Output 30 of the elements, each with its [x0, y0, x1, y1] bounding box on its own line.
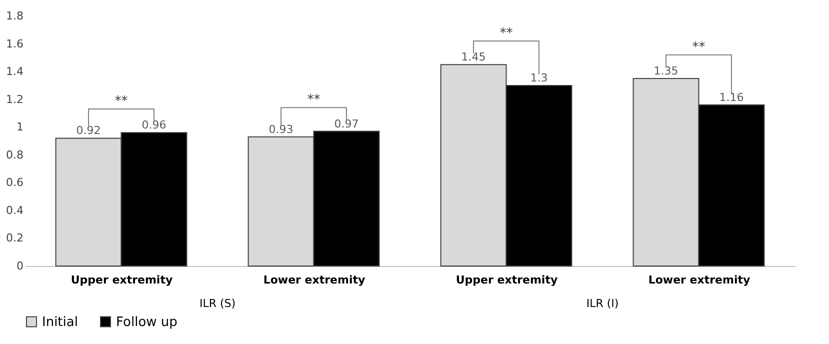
annotation: **: [307, 92, 321, 108]
data-label: 0.93: [268, 122, 294, 136]
x-tick-label: Lower extremity: [263, 274, 366, 286]
y-tick-label: 1.4: [6, 65, 24, 78]
x-tick-label: Upper extremity: [456, 274, 558, 286]
y-tick-label: 0.8: [6, 148, 24, 162]
y-tick-label: 0.4: [6, 204, 24, 217]
y-tick-label: 1.8: [6, 10, 24, 22]
annotation: **: [500, 26, 514, 41]
data-label: 0.97: [334, 117, 359, 130]
annotation: **: [114, 94, 128, 110]
y-tick-label: 1: [16, 120, 24, 134]
data-label: 1.45: [461, 50, 486, 64]
text: ILR (I): [586, 297, 619, 310]
y-tick-label: 0: [16, 260, 24, 272]
x-tick-label: Upper extremity: [70, 274, 173, 286]
y-tick-label: 0.2: [6, 232, 24, 245]
data-label: 0.92: [76, 124, 101, 138]
legend-label: Initial: [42, 314, 78, 330]
data-label: 0.96: [142, 118, 166, 132]
x-tick-label: Lower extremity: [648, 274, 750, 286]
text: ILR (S): [199, 297, 236, 310]
data-label: 1.35: [654, 64, 678, 78]
data-label: 1.3: [530, 71, 548, 84]
annotation: **: [692, 40, 706, 55]
y-tick-label: 1.2: [6, 92, 24, 106]
y-tick-label: 0.6: [6, 176, 24, 190]
data-label: 1.16: [719, 90, 744, 104]
legend-label: Follow up: [116, 314, 178, 330]
y-tick-label: 1.6: [6, 37, 24, 50]
